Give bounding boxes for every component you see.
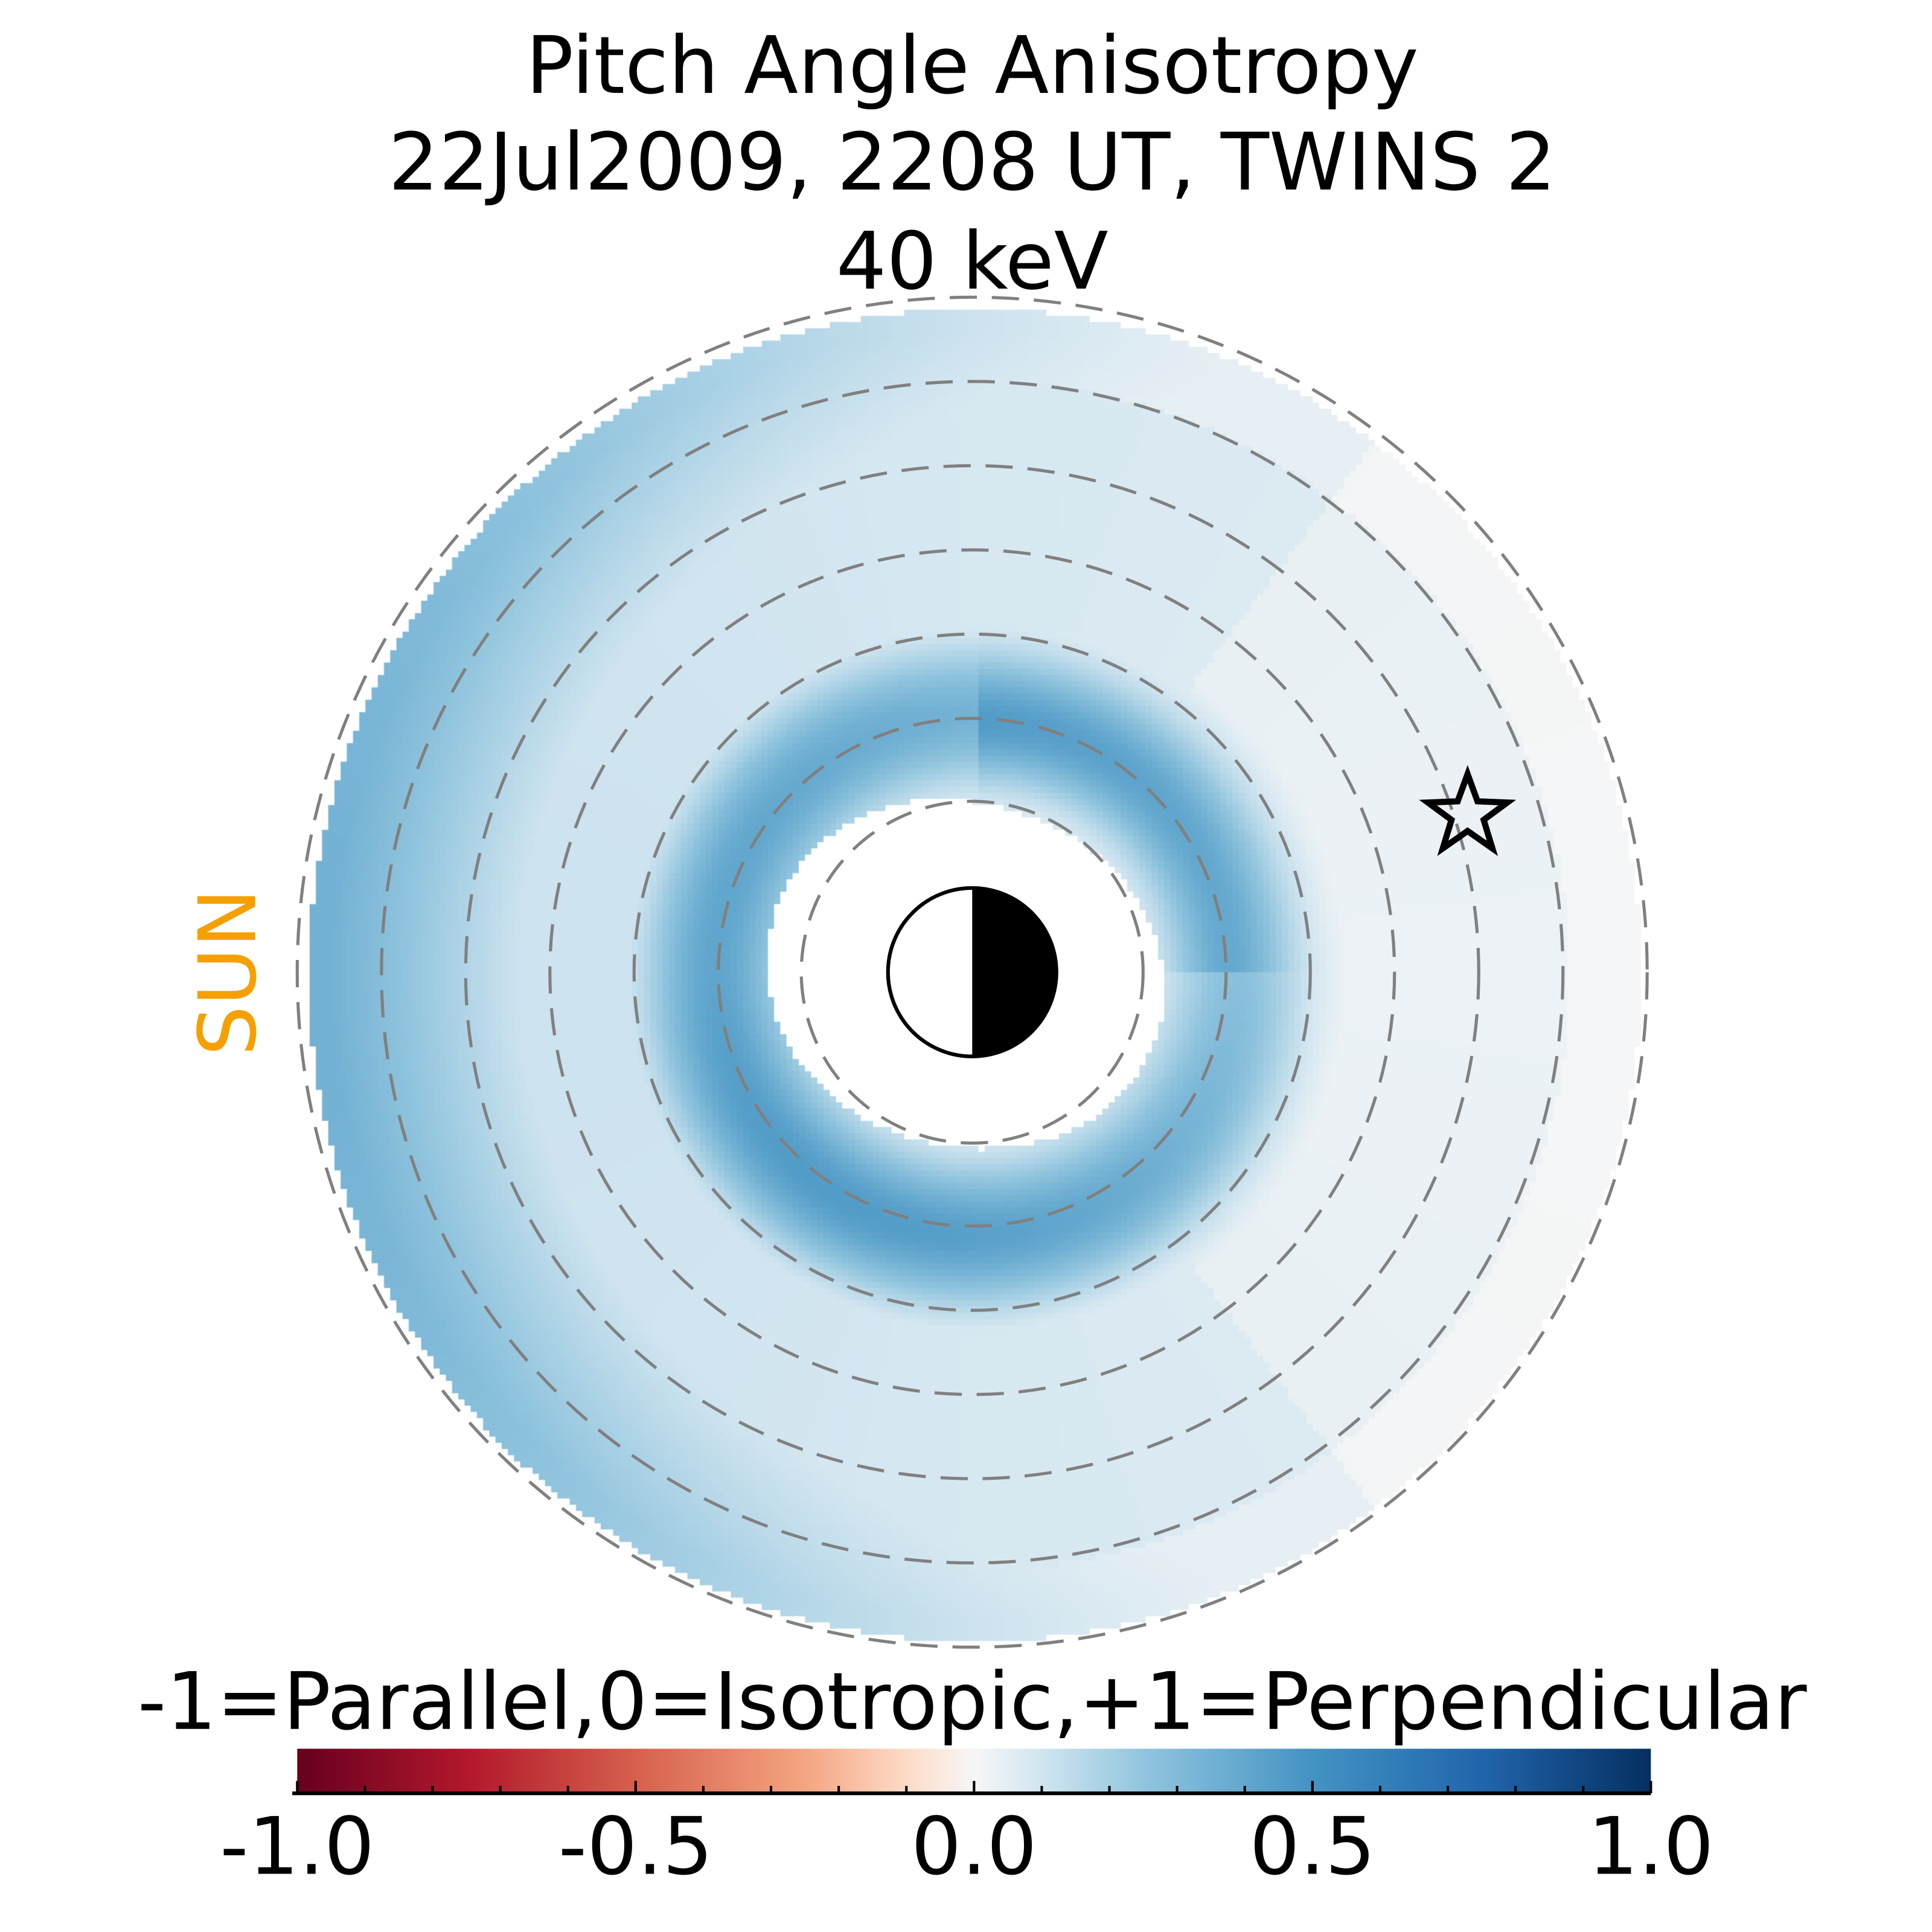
distance-ring (799, 799, 1145, 1145)
distance-ring (464, 464, 1480, 1480)
distance-ring (717, 717, 1228, 1228)
distance-ring (548, 548, 1396, 1396)
distance-ring (632, 632, 1312, 1312)
sun-label: SUN (183, 888, 275, 1057)
title-line-2: 22Jul2009, 2208 UT, TWINS 2 (388, 117, 1556, 210)
title-line-1: Pitch Angle Anisotropy (525, 21, 1419, 113)
distance-ring (380, 380, 1565, 1565)
colorbar-ticks (292, 1780, 1652, 1796)
earth-icon (886, 886, 1058, 1058)
colorbar-tick-label: 1.0 (1587, 1802, 1714, 1894)
colorbar-tick-label: 0.5 (1249, 1802, 1376, 1894)
title-line-3: 40 keV (836, 216, 1108, 309)
colorbar-label: -1=Parallel,0=Isotropic,+1=Perpendicular (137, 1657, 1807, 1749)
distance-rings (295, 295, 1649, 1649)
colorbar-tick-label: 0.0 (910, 1802, 1037, 1894)
star-icon (1419, 765, 1517, 856)
distance-ring (295, 295, 1649, 1649)
colorbar-tick-label: -0.5 (558, 1802, 713, 1894)
colorbar-tick-label: -1.0 (220, 1802, 375, 1894)
